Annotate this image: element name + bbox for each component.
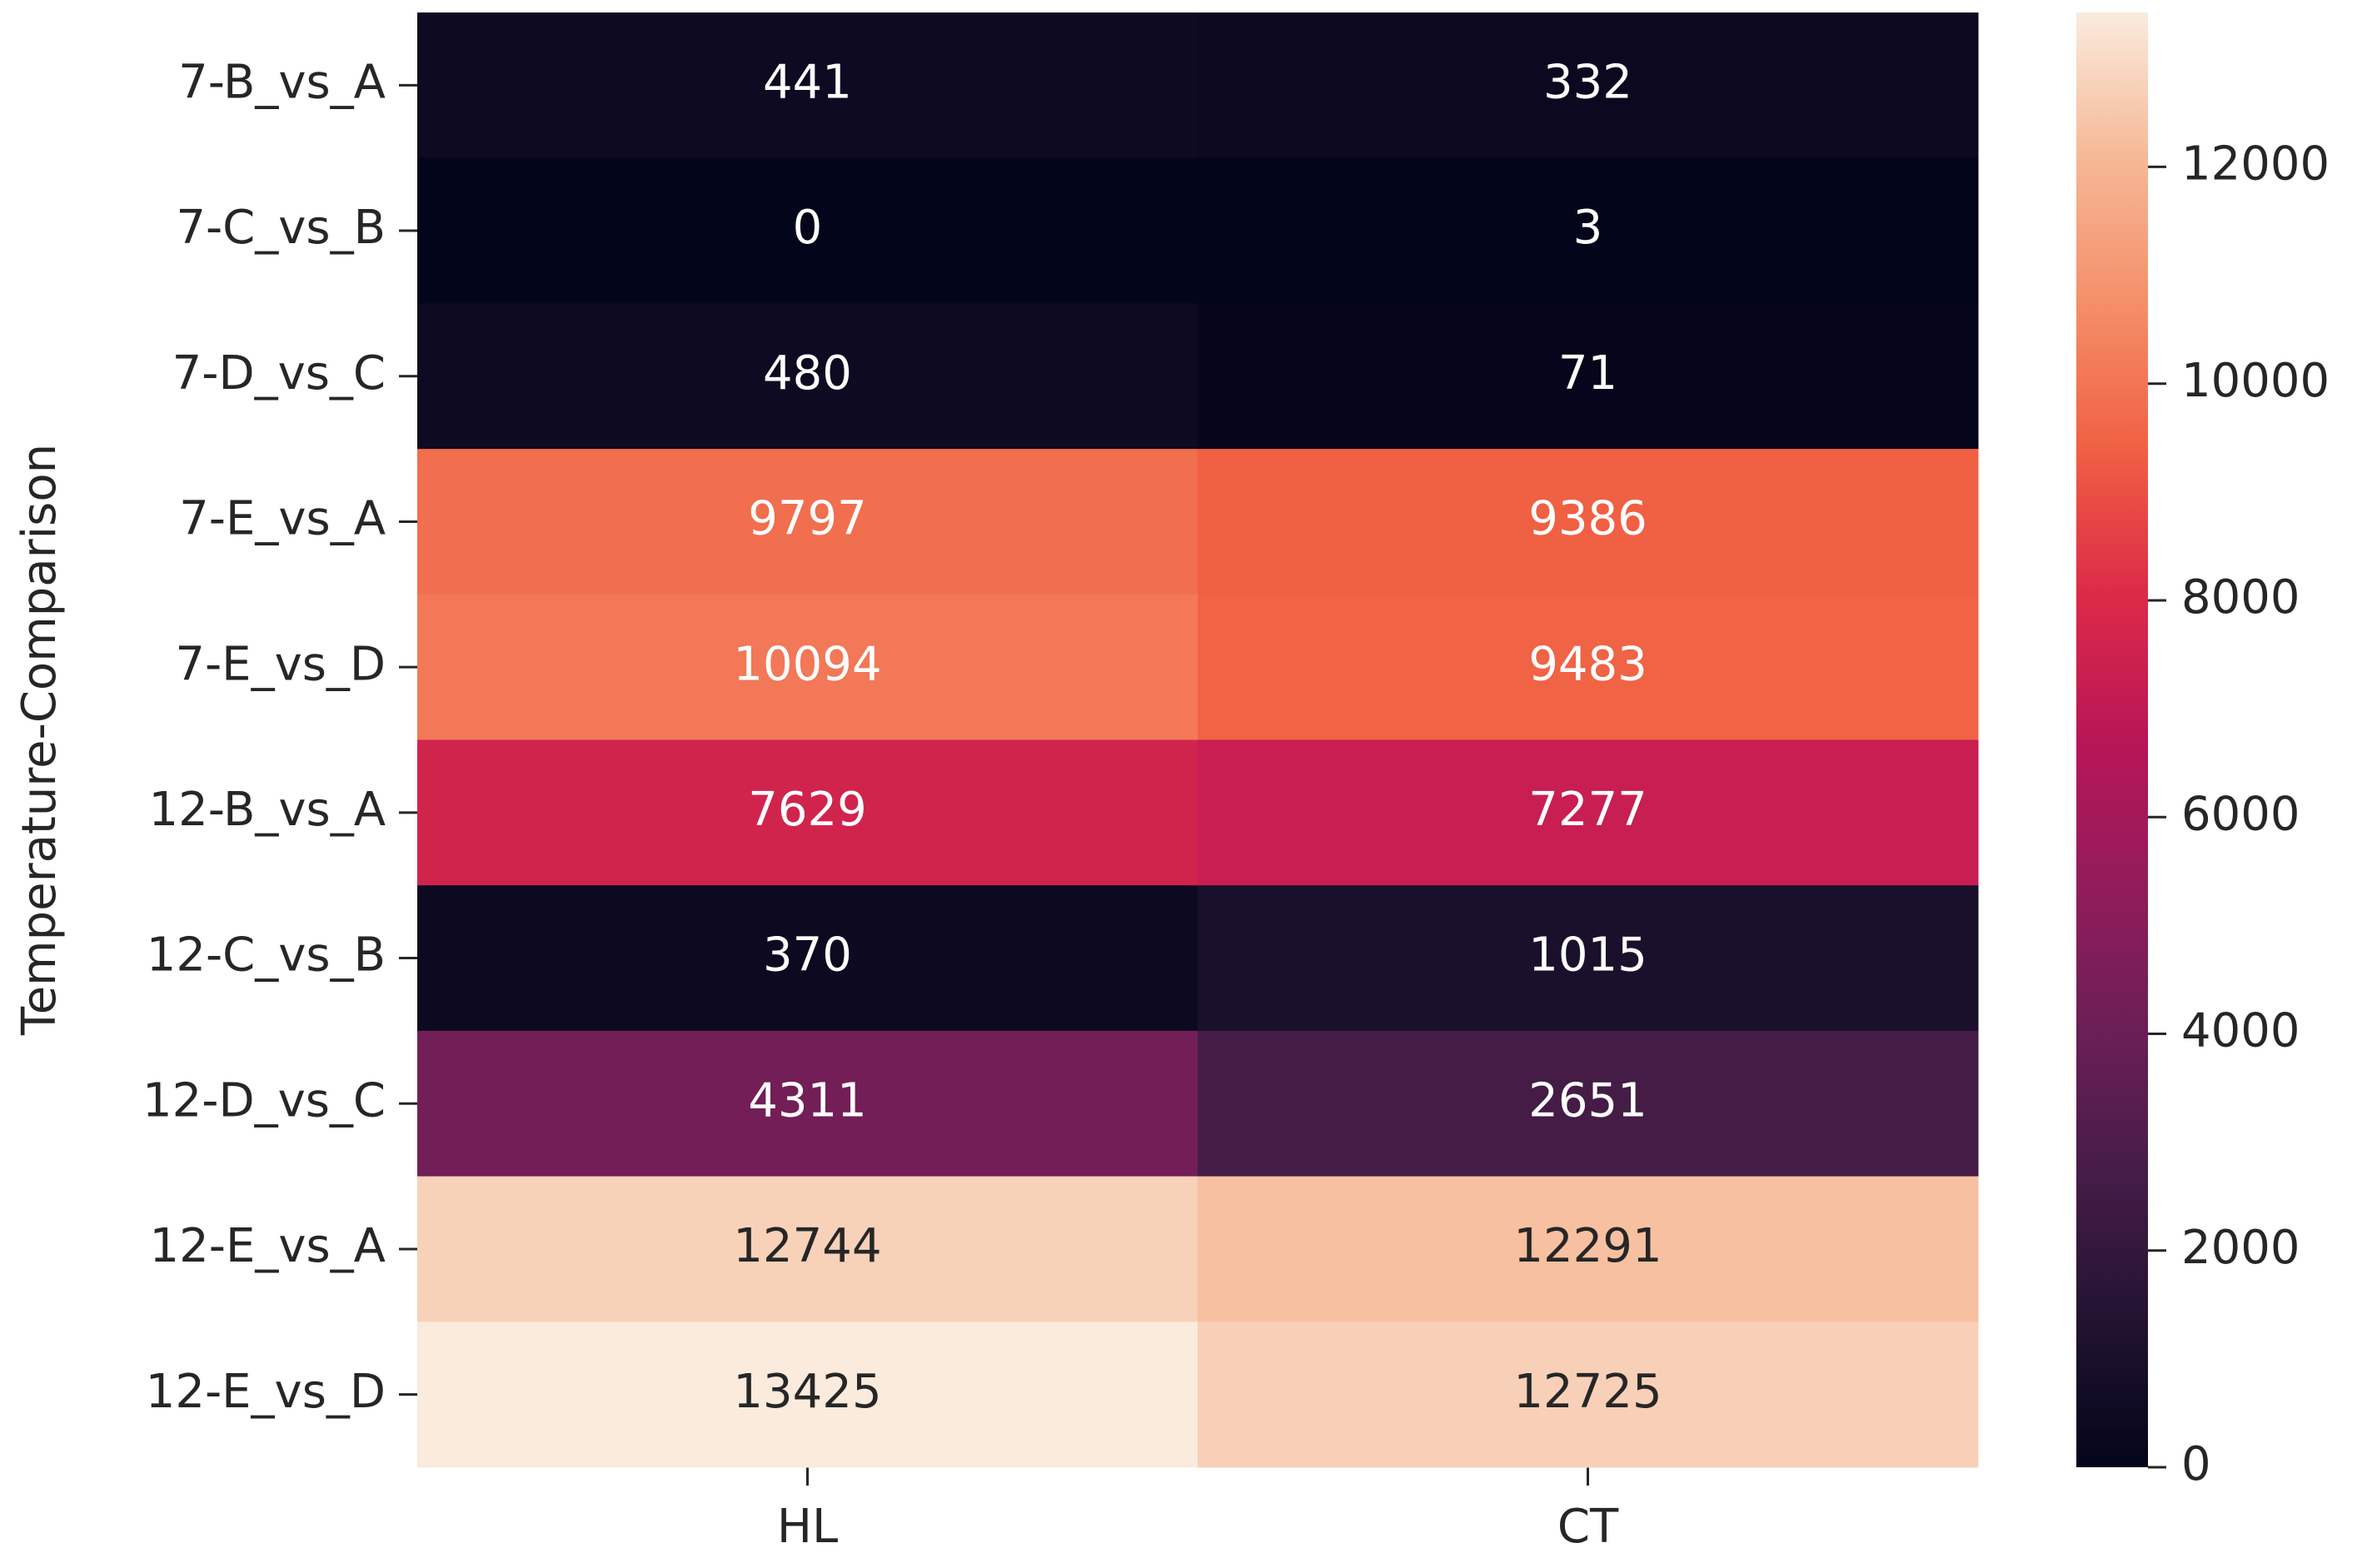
x-tick-label: HL <box>777 1500 838 1554</box>
heatmap-cell <box>1198 885 1979 1032</box>
heatmap-cell <box>417 594 1198 740</box>
cell-label: 10094 <box>733 637 881 691</box>
y-tick-label: 12-D_vs_C <box>142 1073 386 1127</box>
y-tick-label: 12-E_vs_A <box>150 1219 386 1273</box>
y-tick-label: 7-E_vs_D <box>175 637 386 691</box>
heatmap-cell <box>1198 157 1979 304</box>
cell-label: 12291 <box>1513 1219 1662 1273</box>
cell-label: 1015 <box>1528 928 1647 983</box>
cell-label: 9797 <box>748 492 867 546</box>
heatmap-cell <box>417 303 1198 450</box>
y-tick-label: 7-C_vs_B <box>176 201 386 255</box>
cell-label: 7277 <box>1528 783 1647 837</box>
colorbar-tick-label: 6000 <box>2181 787 2300 841</box>
y-tick-label: 12-C_vs_B <box>147 928 386 983</box>
heatmap-cell <box>1198 739 1979 886</box>
heatmap-cell <box>417 157 1198 304</box>
cell-label: 71 <box>1558 346 1617 401</box>
y-tick-label: 12-B_vs_A <box>148 783 386 837</box>
cell-label: 332 <box>1543 55 1632 109</box>
cell-label: 7629 <box>748 783 867 837</box>
heatmap-cell <box>417 739 1198 886</box>
y-axis-label: Temperature-Comparison <box>12 444 67 1036</box>
y-tick-label: 7-D_vs_C <box>172 346 386 401</box>
cell-label: 0 <box>793 201 823 255</box>
heatmap-cell <box>1198 12 1979 159</box>
colorbar-tick-label: 2000 <box>2181 1221 2300 1275</box>
cell-label: 12744 <box>733 1219 881 1273</box>
cell-label: 441 <box>763 55 852 109</box>
cell-label: 2651 <box>1528 1073 1647 1127</box>
heatmap-cell <box>417 1030 1198 1177</box>
cell-label: 9483 <box>1528 637 1647 691</box>
heatmap-cell <box>417 12 1198 159</box>
cell-label: 370 <box>763 928 852 983</box>
colorbar-tick-label: 0 <box>2181 1437 2211 1491</box>
heatmap-cell <box>417 1322 1198 1468</box>
y-tick-label: 7-E_vs_A <box>179 492 386 546</box>
heatmap-cell <box>1198 1176 1979 1322</box>
x-tick-label: CT <box>1557 1500 1619 1554</box>
heatmap-cell <box>1198 1030 1979 1177</box>
heatmap-cell <box>1198 1322 1979 1468</box>
y-tick-label: 7-B_vs_A <box>178 55 386 109</box>
cell-label: 3 <box>1573 201 1603 255</box>
cell-label: 480 <box>763 346 852 401</box>
colorbar-tick-label: 10000 <box>2181 354 2330 408</box>
cell-label: 13425 <box>733 1365 881 1419</box>
heatmap-cell <box>417 885 1198 1032</box>
cell-label: 9386 <box>1528 492 1647 546</box>
heatmap-cell <box>417 1176 1198 1322</box>
heatmap-cell <box>1198 449 1979 595</box>
colorbar-tick-label: 4000 <box>2181 1004 2300 1058</box>
heatmap-cell <box>1198 594 1979 740</box>
colorbar-tick-label: 12000 <box>2181 137 2330 192</box>
cell-label: 12725 <box>1513 1365 1662 1419</box>
heatmap-cell <box>1198 303 1979 450</box>
heatmap-cell <box>417 449 1198 595</box>
colorbar-tick-label: 8000 <box>2181 570 2300 625</box>
colorbar <box>2076 12 2148 1467</box>
cell-label: 4311 <box>748 1073 867 1127</box>
y-tick-label: 12-E_vs_D <box>146 1365 386 1419</box>
